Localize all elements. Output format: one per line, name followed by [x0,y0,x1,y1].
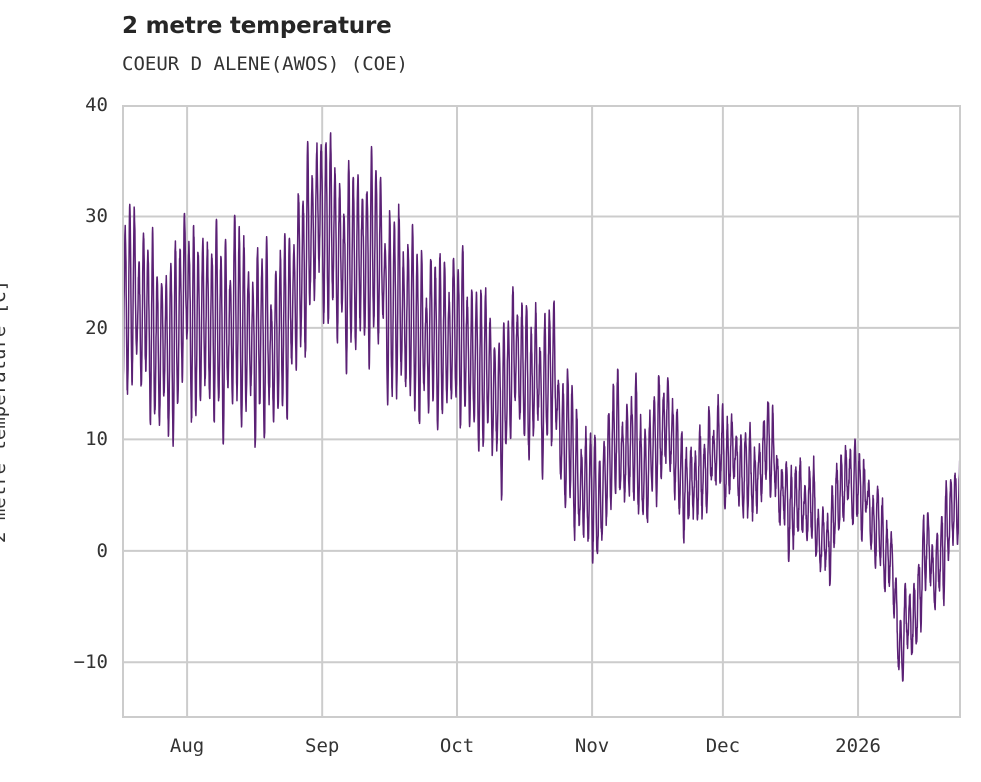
x-tick-label: 2026 [835,735,881,757]
gridlines [122,105,961,718]
temperature-series-line [122,132,961,682]
y-axis-ticks: 40 30 20 10 0 −10 [0,0,122,782]
x-tick-label: Oct [439,735,475,757]
plot-area [122,105,961,718]
plot-svg [122,105,961,718]
y-tick-label: 10 [85,428,108,451]
x-tick-label: Sep [305,735,340,757]
x-tick-label: Nov [574,735,610,757]
y-tick-label: 40 [85,94,108,116]
y-tick-label: −10 [73,651,108,674]
y-tick-label: 30 [85,205,108,228]
x-tick-label: Aug [169,735,205,757]
y-tick-label: 0 [96,539,108,562]
x-tick-label: Dec [705,735,741,757]
page-title: 2 metre temperature [122,13,392,39]
y-tick-label: 20 [85,316,108,339]
chart-subtitle: COEUR D ALENE(AWOS) (COE) [122,53,408,75]
plot-border [122,105,961,718]
data-series-group [122,132,961,682]
